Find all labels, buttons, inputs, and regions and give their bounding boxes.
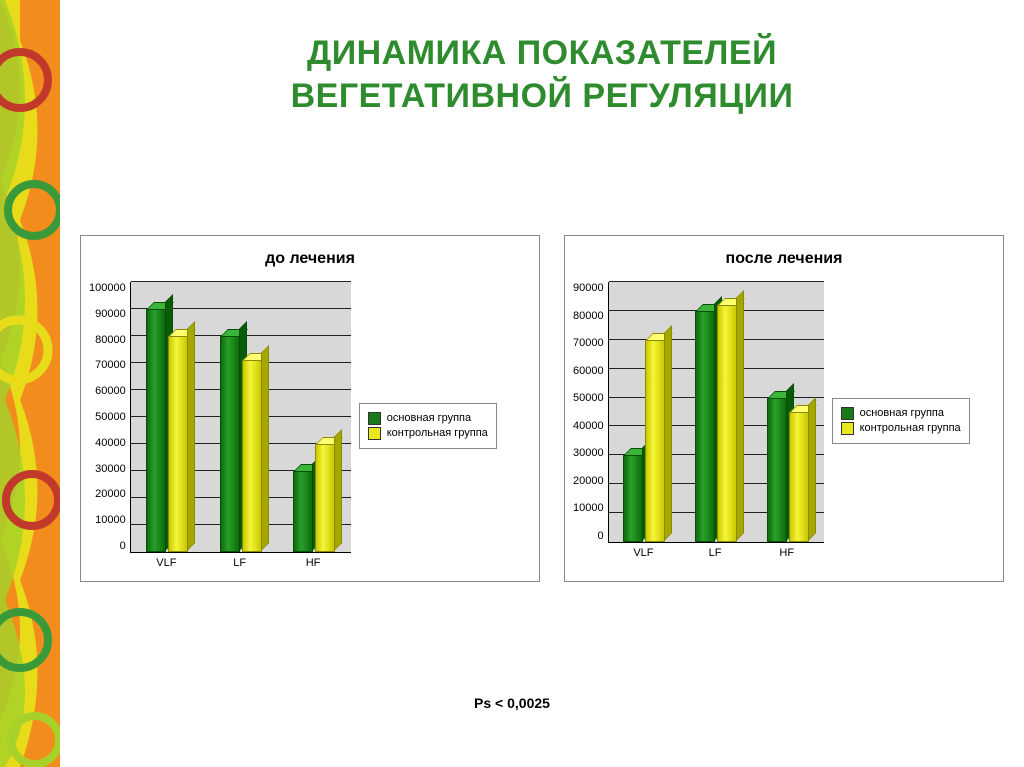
bar-group: [146, 309, 188, 552]
bar-control: [315, 444, 335, 552]
legend-item-main: основная группа: [368, 412, 488, 425]
y-tick-label: 30000: [573, 447, 604, 459]
x-tick-label: LF: [203, 557, 276, 569]
x-tick-label: LF: [679, 547, 751, 559]
y-tick-label: 90000: [573, 282, 604, 294]
title-line-1: ДИНАМИКА ПОКАЗАТЕЛЕЙ: [307, 34, 777, 72]
bar-main: [767, 398, 787, 542]
legend-label: контрольная группа: [387, 427, 488, 439]
legend-swatch-icon: [368, 427, 381, 440]
slide: ДИНАМИКА ПОКАЗАТЕЛЕЙ ВЕГЕТАТИВНОЙ РЕГУЛЯ…: [0, 0, 1024, 767]
footnote: Ps < 0,0025: [0, 695, 1024, 711]
bar-group: [220, 336, 262, 552]
y-tick-label: 0: [120, 540, 126, 552]
y-axis: 90000 80000 70000 60000 50000 40000 30000 20000…: [573, 282, 608, 542]
y-tick-label: 70000: [95, 359, 126, 371]
y-axis: 1000009000080000700006000050000400003000…: [89, 282, 130, 552]
x-tick-label: VLF: [608, 547, 680, 559]
bar-main: [146, 309, 166, 552]
decorative-ribbon: [0, 0, 60, 767]
title-line-2: ВЕГЕТАТИВНОЙ РЕГУЛЯЦИИ: [291, 77, 794, 115]
chart-title: после лечения: [573, 250, 995, 268]
bar-main: [623, 455, 643, 542]
y-tick-label: 80000: [95, 334, 126, 346]
grid-line: [609, 281, 824, 282]
legend-item-main: основная группа: [841, 407, 961, 420]
chart-after-treatment: после лечения 90000 80000 70000 60000 50000 4…: [564, 235, 1004, 582]
chart-title: до лечения: [89, 250, 531, 268]
x-axis: VLFLFHF: [130, 557, 350, 569]
bar-control: [168, 336, 188, 552]
chart-before-treatment: до лечения 10000090000800007000060000500…: [80, 235, 540, 582]
legend-swatch-icon: [841, 407, 854, 420]
legend-item-control: контрольная группа: [841, 422, 961, 435]
y-tick-label: 90000: [95, 308, 126, 320]
legend-label: основная группа: [387, 412, 471, 424]
legend-label: основная группа: [860, 407, 944, 419]
y-tick-label: 60000: [95, 385, 126, 397]
bar-main: [695, 311, 715, 542]
y-tick-label: 0: [597, 530, 603, 542]
bar-group: [767, 398, 809, 542]
bar-main: [220, 336, 240, 552]
bar-control: [789, 412, 809, 542]
legend-item-control: контрольная группа: [368, 427, 488, 440]
y-tick-label: 20000: [573, 475, 604, 487]
bar-group: [623, 340, 665, 542]
y-tick-label: 80000: [573, 310, 604, 322]
legend-swatch-icon: [368, 412, 381, 425]
bar-main: [293, 471, 313, 552]
bar-group: [695, 305, 737, 542]
y-tick-label: 10000: [95, 514, 126, 526]
legend: основная группа контрольная группа: [359, 403, 497, 449]
legend-swatch-icon: [841, 422, 854, 435]
y-tick-label: 50000: [573, 392, 604, 404]
bar-control: [717, 305, 737, 542]
y-tick-label: 40000: [573, 420, 604, 432]
y-tick-label: 60000: [573, 365, 604, 377]
y-tick-label: 40000: [95, 437, 126, 449]
y-tick-label: 20000: [95, 488, 126, 500]
x-tick-label: VLF: [130, 557, 203, 569]
y-tick-label: 10000: [573, 502, 604, 514]
y-tick-label: 70000: [573, 337, 604, 349]
x-axis: VLFLFHF: [608, 547, 823, 559]
bar-group: [293, 444, 335, 552]
slide-title: ДИНАМИКА ПОКАЗАТЕЛЕЙ ВЕГЕТАТИВНОЙ РЕГУЛЯ…: [100, 32, 984, 117]
y-tick-label: 50000: [95, 411, 126, 423]
x-tick-label: HF: [276, 557, 349, 569]
y-tick-label: 30000: [95, 463, 126, 475]
bar-control: [645, 340, 665, 542]
plot-area: [130, 282, 351, 553]
legend-label: контрольная группа: [860, 422, 961, 434]
y-tick-label: 100000: [89, 282, 126, 294]
plot-area: [608, 282, 824, 543]
bar-control: [242, 360, 262, 552]
charts-row: до лечения 10000090000800007000060000500…: [80, 235, 1004, 582]
legend: основная группа контрольная группа: [832, 398, 970, 444]
grid-line: [131, 281, 351, 282]
x-tick-label: HF: [751, 547, 823, 559]
